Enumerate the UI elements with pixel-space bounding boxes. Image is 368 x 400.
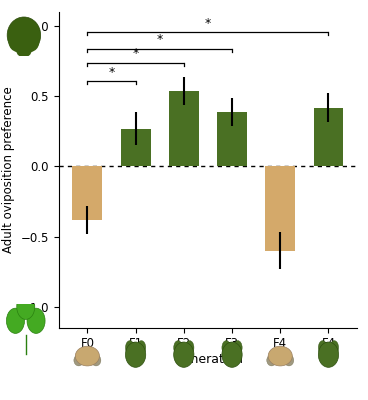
Bar <box>169 91 199 166</box>
Ellipse shape <box>137 341 146 355</box>
Ellipse shape <box>174 342 194 367</box>
Ellipse shape <box>27 308 45 333</box>
Bar <box>314 108 343 166</box>
Y-axis label: Adult oviposition preference: Adult oviposition preference <box>2 87 15 253</box>
Ellipse shape <box>330 341 339 355</box>
Text: *: * <box>108 66 114 79</box>
Ellipse shape <box>8 37 22 52</box>
Ellipse shape <box>233 341 242 355</box>
X-axis label: Generation: Generation <box>173 353 243 366</box>
Ellipse shape <box>125 341 134 355</box>
Bar <box>72 166 102 220</box>
Ellipse shape <box>318 342 339 367</box>
Ellipse shape <box>17 294 35 319</box>
Ellipse shape <box>174 341 183 355</box>
Ellipse shape <box>28 27 39 44</box>
Ellipse shape <box>16 44 32 57</box>
Ellipse shape <box>284 355 294 366</box>
Text: *: * <box>156 34 163 46</box>
Bar <box>121 128 151 166</box>
Ellipse shape <box>75 346 99 366</box>
Ellipse shape <box>25 37 39 52</box>
Ellipse shape <box>8 27 20 44</box>
Ellipse shape <box>185 341 194 355</box>
Text: *: * <box>205 16 211 30</box>
Ellipse shape <box>222 341 231 355</box>
Ellipse shape <box>318 341 327 355</box>
Ellipse shape <box>268 346 292 366</box>
Text: *: * <box>132 48 139 60</box>
Ellipse shape <box>125 342 146 367</box>
Ellipse shape <box>267 355 276 366</box>
Bar <box>265 166 295 251</box>
Ellipse shape <box>6 308 25 333</box>
Ellipse shape <box>91 355 101 366</box>
Ellipse shape <box>74 355 84 366</box>
Ellipse shape <box>222 342 242 367</box>
Bar <box>217 112 247 166</box>
Ellipse shape <box>7 17 40 53</box>
